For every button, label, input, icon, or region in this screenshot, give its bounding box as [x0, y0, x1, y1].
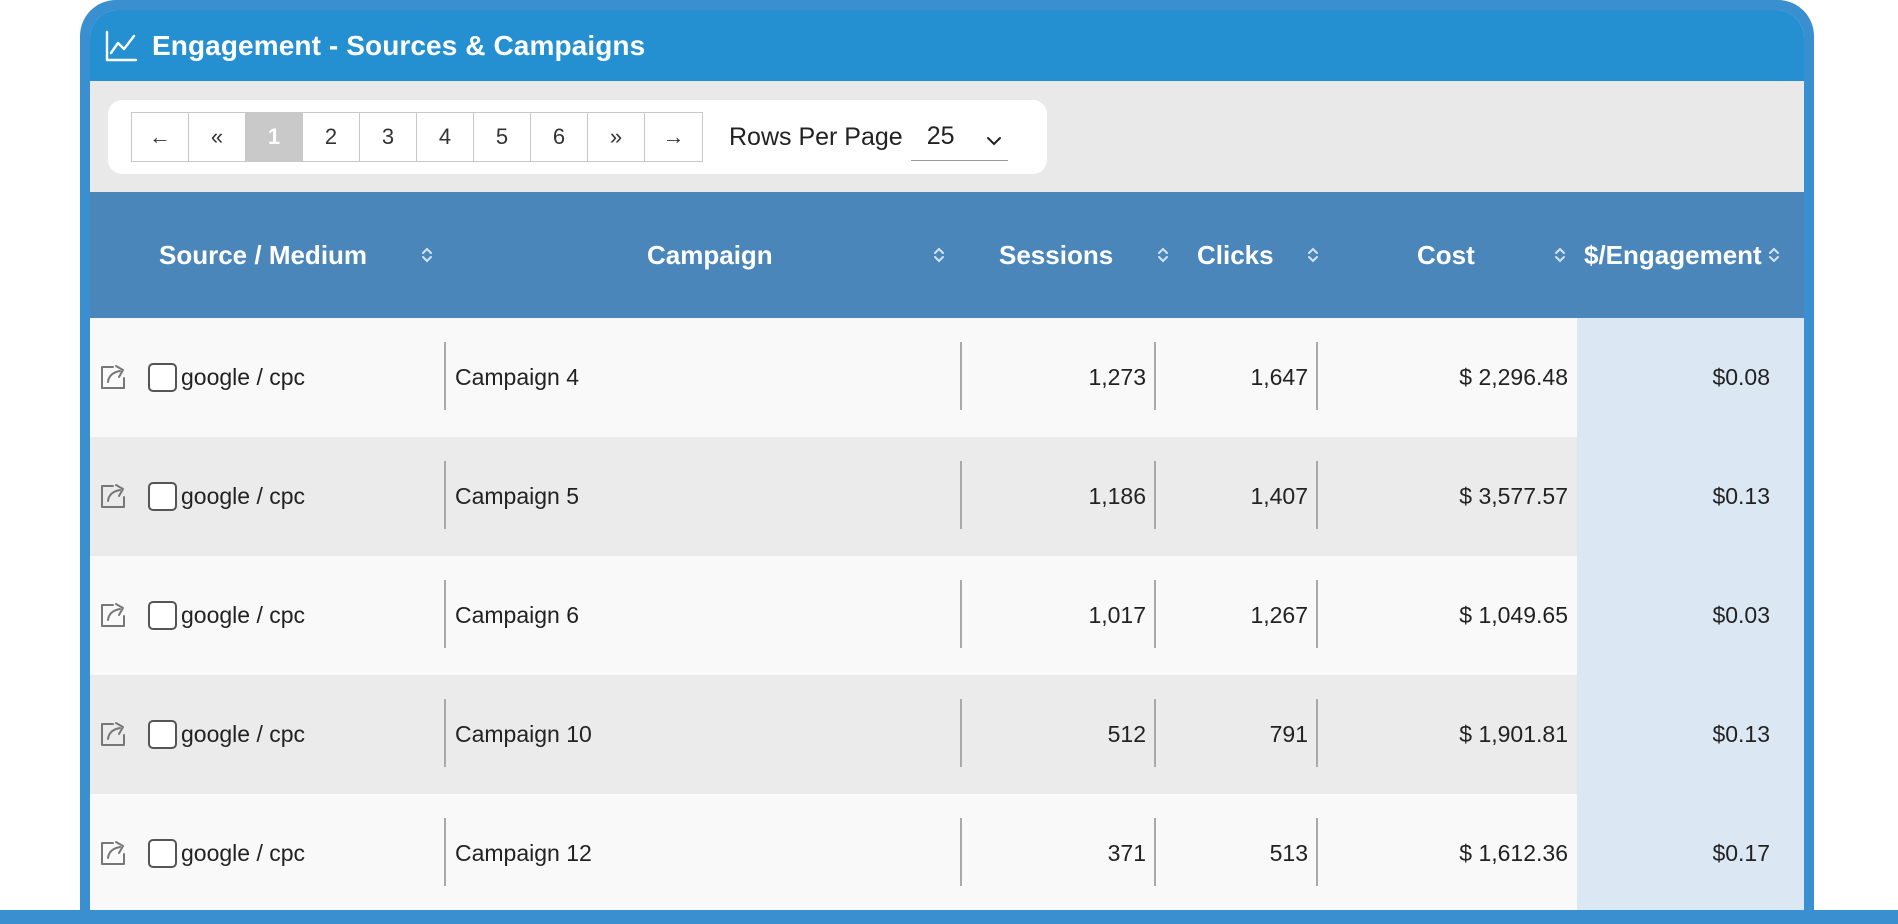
- table-row: google / cpc Campaign 5 1,186 1,407 $ 3,…: [90, 437, 1804, 556]
- engagement-panel: Engagement - Sources & Campaigns ← « 1 2…: [80, 0, 1814, 924]
- source-cell: google / cpc: [181, 364, 306, 390]
- rows-per-page-label: Rows Per Page: [729, 122, 903, 151]
- campaign-cell: Campaign 4: [455, 364, 580, 390]
- share-icon[interactable]: [98, 718, 128, 748]
- sessions-cell: 1,273: [1088, 364, 1146, 390]
- clicks-cell: 1,267: [1250, 602, 1308, 628]
- cost-cell: $ 1,612.36: [1459, 840, 1568, 866]
- clicks-cell: 791: [1269, 721, 1308, 747]
- column-header-per-engagement[interactable]: $/Engagement: [1580, 192, 1804, 318]
- campaign-cell: Campaign 10: [455, 721, 592, 747]
- source-cell: google / cpc: [181, 483, 306, 509]
- page-2-button[interactable]: 2: [303, 113, 360, 161]
- column-label: Campaign: [647, 239, 773, 270]
- table-row: google / cpc Campaign 12 371 513 $ 1,612…: [90, 794, 1804, 913]
- per-engagement-cell: $0.03: [1712, 602, 1770, 628]
- cost-cell: $ 1,901.81: [1459, 721, 1568, 747]
- bottom-bar: [0, 910, 1898, 924]
- per-engagement-cell: $0.13: [1712, 721, 1770, 747]
- first-page-button[interactable]: ←: [132, 113, 189, 161]
- share-icon[interactable]: [98, 837, 128, 867]
- source-cell: google / cpc: [181, 602, 306, 628]
- prev-page-button[interactable]: «: [189, 113, 246, 161]
- sessions-cell: 1,186: [1088, 483, 1146, 509]
- table-row: google / cpc Campaign 4 1,273 1,647 $ 2,…: [90, 318, 1804, 437]
- rows-per-page-select[interactable]: 25: [910, 113, 1008, 161]
- clicks-cell: 1,647: [1250, 364, 1308, 390]
- sessions-cell: 512: [1107, 721, 1146, 747]
- column-label: Cost: [1417, 239, 1475, 270]
- column-header-source-medium[interactable]: Source / Medium: [90, 192, 460, 318]
- panel-title: Engagement - Sources & Campaigns: [152, 29, 646, 61]
- source-cell: google / cpc: [181, 721, 306, 747]
- last-page-button[interactable]: →: [645, 113, 702, 161]
- clicks-cell: 513: [1269, 840, 1308, 866]
- campaign-cell: Campaign 12: [455, 840, 592, 866]
- share-icon[interactable]: [98, 480, 128, 510]
- table-body: google / cpc Campaign 4 1,273 1,647 $ 2,…: [90, 318, 1804, 913]
- page-6-button[interactable]: 6: [531, 113, 588, 161]
- panel-body: Engagement - Sources & Campaigns ← « 1 2…: [90, 10, 1804, 924]
- per-engagement-cell: $0.17: [1712, 840, 1770, 866]
- column-label: $/Engagement: [1584, 239, 1762, 270]
- sort-icon: [1769, 247, 1779, 263]
- sort-icon: [1555, 247, 1565, 263]
- column-header-sessions[interactable]: Sessions: [980, 192, 1180, 318]
- sort-icon: [934, 247, 944, 263]
- sort-icon: [1308, 247, 1318, 263]
- sessions-cell: 371: [1107, 840, 1146, 866]
- chevron-down-icon: [986, 136, 1001, 145]
- page-4-button[interactable]: 4: [417, 113, 474, 161]
- row-checkbox[interactable]: [148, 482, 177, 511]
- clicks-cell: 1,407: [1250, 483, 1308, 509]
- sort-icon: [1158, 247, 1168, 263]
- row-checkbox[interactable]: [148, 720, 177, 749]
- row-checkbox[interactable]: [148, 363, 177, 392]
- cost-cell: $ 2,296.48: [1459, 364, 1568, 390]
- table-row: google / cpc Campaign 10 512 791 $ 1,901…: [90, 675, 1804, 794]
- pagination-toolbar: ← « 1 2 3 4 5 6 » → Rows Per Page 25: [108, 100, 1047, 174]
- sessions-cell: 1,017: [1088, 602, 1146, 628]
- table-header: Source / Medium Campaign Sessions Clicks…: [90, 192, 1804, 318]
- row-checkbox[interactable]: [148, 839, 177, 868]
- pagination: ← « 1 2 3 4 5 6 » →: [131, 112, 703, 162]
- page-5-button[interactable]: 5: [474, 113, 531, 161]
- page-1-button[interactable]: 1: [246, 113, 303, 161]
- per-engagement-cell: $0.08: [1712, 364, 1770, 390]
- row-checkbox[interactable]: [148, 601, 177, 630]
- campaign-cell: Campaign 5: [455, 483, 580, 509]
- line-chart-icon: [105, 30, 138, 61]
- cost-cell: $ 3,577.57: [1459, 483, 1568, 509]
- panel-header: Engagement - Sources & Campaigns: [90, 10, 1804, 81]
- column-header-clicks[interactable]: Clicks: [1180, 192, 1340, 318]
- campaign-cell: Campaign 6: [455, 602, 580, 628]
- next-page-button[interactable]: »: [588, 113, 645, 161]
- source-cell: google / cpc: [181, 840, 306, 866]
- share-icon[interactable]: [98, 361, 128, 391]
- column-label: Clicks: [1197, 239, 1274, 270]
- sort-icon: [422, 247, 432, 263]
- page-3-button[interactable]: 3: [360, 113, 417, 161]
- column-header-campaign[interactable]: Campaign: [460, 192, 980, 318]
- rows-per-page-value: 25: [926, 122, 955, 150]
- cost-cell: $ 1,049.65: [1459, 602, 1568, 628]
- share-icon[interactable]: [98, 599, 128, 629]
- table-row: google / cpc Campaign 6 1,017 1,267 $ 1,…: [90, 556, 1804, 675]
- per-engagement-cell: $0.13: [1712, 483, 1770, 509]
- column-label: Source / Medium: [159, 239, 368, 270]
- column-label: Sessions: [999, 239, 1114, 270]
- column-header-cost[interactable]: Cost: [1340, 192, 1580, 318]
